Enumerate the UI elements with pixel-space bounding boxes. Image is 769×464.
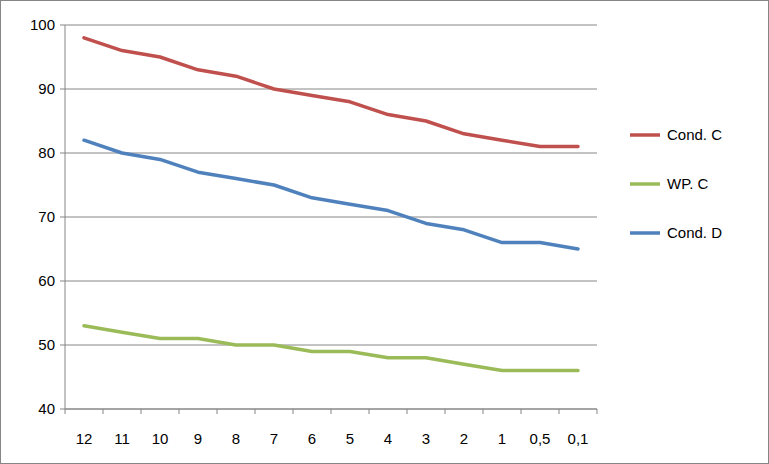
x-tick-label: 0,1 — [568, 430, 589, 447]
x-tick-label: 8 — [232, 430, 240, 447]
x-tick-label: 3 — [422, 430, 430, 447]
x-tick — [141, 409, 142, 414]
x-tick — [559, 409, 560, 414]
x-tick-label: 10 — [152, 430, 169, 447]
y-tick-label: 100 — [30, 16, 55, 33]
grid-line — [65, 281, 597, 282]
series-line — [84, 38, 578, 147]
x-tick-label: 7 — [270, 430, 278, 447]
legend-label: Cond. D — [667, 224, 722, 241]
chart-svg: 40 50 60 70 80 90 100 12 11 10 9 8 7 6 5 4 3 2 1 0,5 0,1 Cond… — [0, 0, 769, 464]
x-tick — [103, 409, 104, 414]
y-tick-label: 60 — [38, 272, 55, 289]
legend-label: Cond. C — [667, 126, 722, 143]
x-tick — [255, 409, 256, 414]
y-tick — [60, 153, 65, 154]
grid-line — [65, 89, 597, 90]
x-tick-label: 2 — [460, 430, 468, 447]
x-tick — [331, 409, 332, 414]
x-tick-label: 6 — [308, 430, 316, 447]
y-tick — [60, 281, 65, 282]
legend-swatch — [630, 133, 660, 137]
x-tick-label: 11 — [114, 430, 130, 447]
y-tick-label: 40 — [38, 400, 55, 417]
y-tick-label: 80 — [38, 144, 55, 161]
x-tick — [483, 409, 484, 414]
y-axis — [65, 25, 66, 409]
x-tick — [521, 409, 522, 414]
x-tick — [65, 409, 66, 414]
chart-container: 40 50 60 70 80 90 100 12 11 10 9 8 7 6 5 4 3 2 1 0,5 0,1 Cond… — [0, 0, 769, 464]
grid-line — [65, 217, 597, 218]
chart-border — [1, 1, 769, 464]
x-tick-label: 5 — [346, 430, 354, 447]
grid-line — [65, 25, 597, 26]
x-tick — [179, 409, 180, 414]
x-tick — [597, 409, 598, 414]
x-tick — [407, 409, 408, 414]
y-tick-label: 90 — [38, 80, 55, 97]
x-tick-label: 12 — [76, 430, 93, 447]
x-tick-label: 1 — [498, 430, 506, 447]
x-tick-label: 0,5 — [530, 430, 551, 447]
legend-label: WP. C — [667, 175, 709, 192]
y-tick-label: 50 — [38, 336, 55, 353]
x-tick-label: 4 — [384, 430, 392, 447]
y-tick-label: 70 — [38, 208, 55, 225]
x-tick — [445, 409, 446, 414]
x-tick — [217, 409, 218, 414]
series-line — [84, 326, 578, 371]
legend-swatch — [630, 182, 660, 186]
x-tick-label: 9 — [194, 430, 202, 447]
series-line — [84, 140, 578, 249]
y-tick — [60, 217, 65, 218]
grid-line — [65, 345, 597, 346]
plot-area — [84, 38, 578, 371]
y-tick — [60, 409, 65, 410]
y-tick — [60, 345, 65, 346]
x-tick — [293, 409, 294, 414]
y-tick — [60, 25, 65, 26]
legend-swatch — [630, 231, 660, 235]
y-tick — [60, 89, 65, 90]
grid-line — [65, 153, 597, 154]
x-tick — [369, 409, 370, 414]
